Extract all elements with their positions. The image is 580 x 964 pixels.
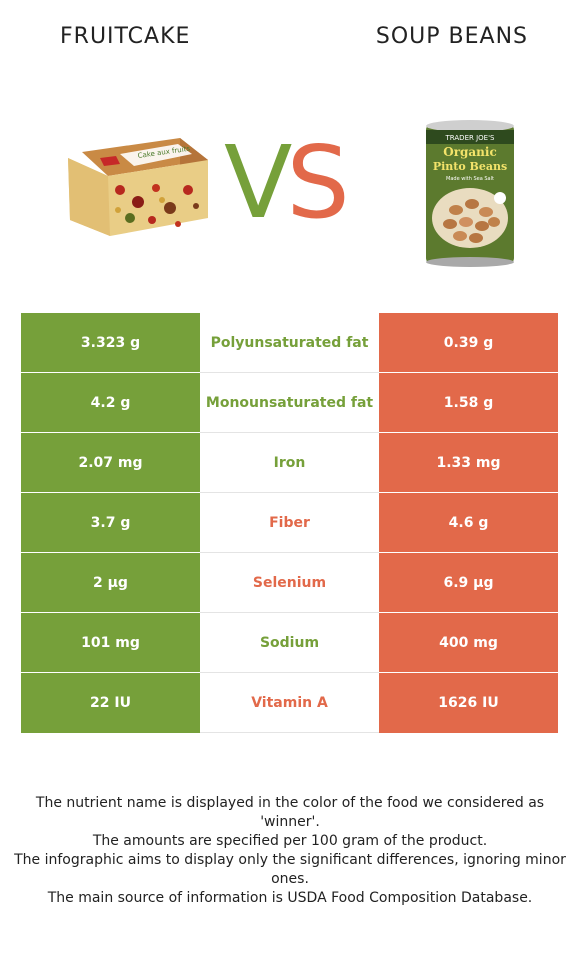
right-value: 400 mg [379,612,558,673]
can-line2-text: Pinto Beans [433,160,507,173]
vs-label: VS [224,133,350,233]
footnote: The infographic aims to display only the… [14,852,566,887]
left-value: 3.7 g [21,492,200,553]
vs-v: V [224,124,292,241]
right-food-title: SOUP BEANS [375,24,528,49]
fruitcake-image: Cake aux fruits [60,130,210,240]
nutrient-name: Sodium [200,612,379,673]
footnote: The nutrient name is displayed in the co… [35,795,545,830]
left-food-title: FRUITCAKE [60,24,191,49]
footnotes: The nutrient name is displayed in the co… [10,794,570,908]
right-value: 1626 IU [379,672,558,733]
table-row: 2.07 mg Iron 1.33 mg [21,432,558,493]
left-value: 101 mg [21,612,200,673]
right-value: 1.33 mg [379,432,558,493]
can-line3-text: Made with Sea Salt [446,176,494,182]
vs-s: S [286,124,350,241]
left-value: 2.07 mg [21,432,200,493]
right-value: 1.58 g [379,372,558,433]
table-row: 2 µg Selenium 6.9 µg [21,552,558,613]
left-value: 3.323 g [21,313,200,373]
can-brand-text: TRADER JOE'S [445,134,495,142]
nutrient-name: Selenium [200,552,379,613]
soup-beans-image: TRADER JOE'S Organic Pinto Beans Made wi… [420,118,520,268]
table-row: 22 IU Vitamin A 1626 IU [21,672,558,733]
can-line1-text: Organic [443,145,497,159]
right-value: 4.6 g [379,492,558,553]
footnote: The main source of information is USDA F… [47,890,533,906]
nutrient-comparison-table: 3.323 g Polyunsaturated fat 0.39 g 4.2 g Mon… [21,313,558,733]
table-row: 3.323 g Polyunsaturated fat 0.39 g [21,313,558,373]
right-value: 0.39 g [379,313,558,373]
left-value: 2 µg [21,552,200,613]
left-value: 22 IU [21,672,200,733]
left-value: 4.2 g [21,372,200,433]
nutrient-name: Fiber [200,492,379,553]
table-row: 101 mg Sodium 400 mg [21,612,558,673]
right-value: 6.9 µg [379,552,558,613]
nutrient-name: Iron [200,432,379,493]
footnote: The amounts are specified per 100 gram o… [92,833,488,849]
nutrient-name: Monounsaturated fat [200,372,379,433]
table-row: 4.2 g Monounsaturated fat 1.58 g [21,372,558,433]
nutrient-name: Vitamin A [200,672,379,733]
nutrient-name: Polyunsaturated fat [200,313,379,373]
table-row: 3.7 g Fiber 4.6 g [21,492,558,553]
